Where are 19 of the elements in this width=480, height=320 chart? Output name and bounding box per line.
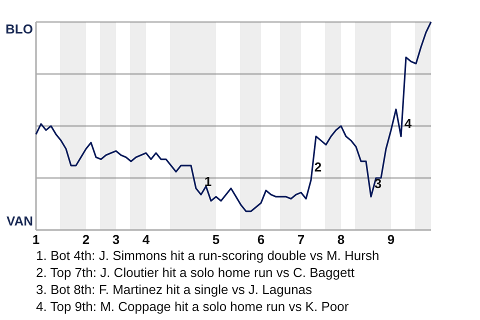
x-tick-label: 4 [142,232,150,247]
x-tick-label: 1 [32,232,40,247]
annotation: 4 [404,116,412,131]
x-tick-label: 5 [212,232,220,247]
x-tick-label: 8 [337,232,345,247]
x-tick-label: 3 [112,232,120,247]
text: 2. Top 7th: J. Cloutier hit a solo home run vs C. Baggett [36,265,355,280]
x-tick-label: 7 [297,232,305,247]
annotation: 2 [314,160,322,175]
text: 1. Bot 4th: J. Simmons hit a run-scoring double vs M. Hursh [36,248,380,263]
annotation: 1 [204,174,212,190]
text: 4. Top 9th: M. Coppage hit a solo home run vs K. Poor [36,299,350,314]
annotation: 3 [374,176,382,192]
text: 3. Bot 8th: F. Martinez hit a single vs J. Lagunas [36,282,313,297]
x-tick-label: 9 [387,232,395,247]
x-tick-label: 2 [82,232,90,247]
x-tick-label: 6 [257,232,265,247]
text: BLO [6,21,33,36]
text: VAN [6,213,33,228]
